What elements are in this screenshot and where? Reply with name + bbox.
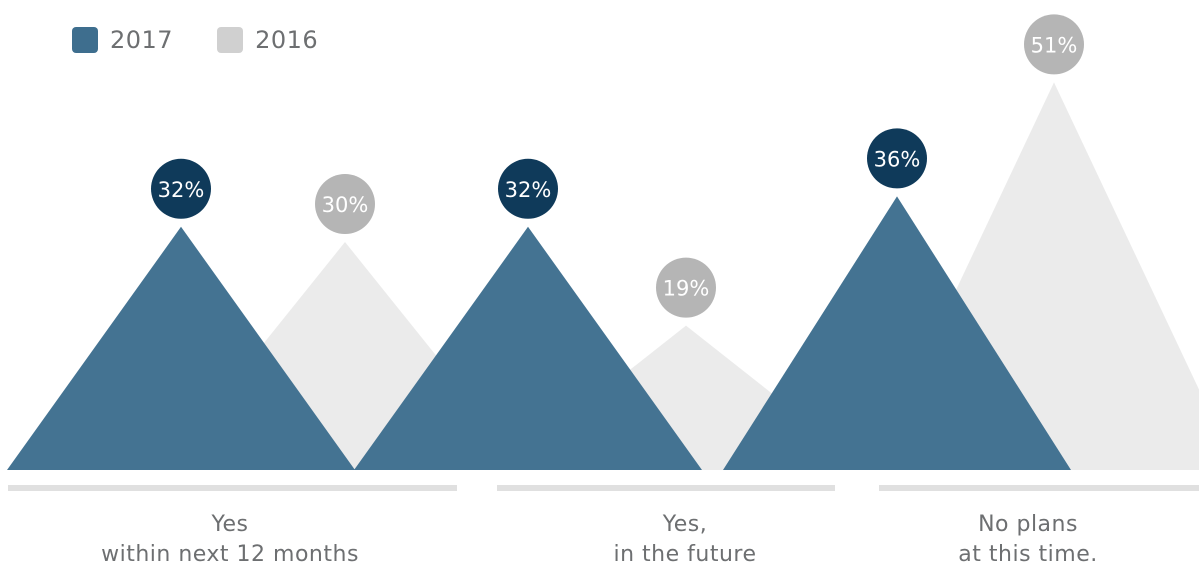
triangle-2017-1 <box>354 226 702 470</box>
category-baseline <box>8 485 457 491</box>
value-bubble-2016-1 <box>656 257 716 318</box>
triangle-2017-0 <box>7 226 355 470</box>
value-label-2017-2: 36% <box>874 147 921 171</box>
triangle-2017-2 <box>723 196 1071 470</box>
category-label-no-plans: No plans at this time. <box>878 510 1178 570</box>
legend-label-2016: 2016 <box>255 26 319 54</box>
legend-item-2017: 2017 <box>72 26 173 54</box>
category-label-line1: Yes <box>211 512 249 537</box>
value-label-2016-0: 30% <box>322 193 369 217</box>
category-label-line2: at this time. <box>958 542 1098 567</box>
category-baseline <box>497 485 835 491</box>
legend: 2017 2016 <box>72 26 362 54</box>
category-label-line1: No plans <box>978 512 1078 537</box>
category-label-line2: within next 12 months <box>101 542 359 567</box>
value-bubble-2017-2 <box>867 128 927 189</box>
category-label-line2: in the future <box>613 542 757 567</box>
value-bubble-2016-2 <box>1024 14 1084 75</box>
value-label-2017-0: 32% <box>158 178 205 202</box>
category-baseline <box>879 485 1199 491</box>
value-label-2017-1: 32% <box>505 178 552 202</box>
legend-swatch-2017 <box>72 27 98 53</box>
value-bubble-2016-0 <box>315 174 375 234</box>
legend-item-2016: 2016 <box>217 26 318 54</box>
value-label-2016-1: 19% <box>663 277 710 301</box>
category-label-yes-12-months: Yes within next 12 months <box>80 510 380 570</box>
value-bubble-2017-0 <box>151 158 211 219</box>
value-bubble-2017-1 <box>498 158 558 219</box>
category-label-yes-future: Yes, in the future <box>535 510 835 570</box>
legend-label-2017: 2017 <box>110 26 174 54</box>
legend-swatch-2016 <box>217 27 244 53</box>
value-label-2016-2: 51% <box>1031 33 1078 57</box>
category-label-line1: Yes, <box>662 512 708 537</box>
